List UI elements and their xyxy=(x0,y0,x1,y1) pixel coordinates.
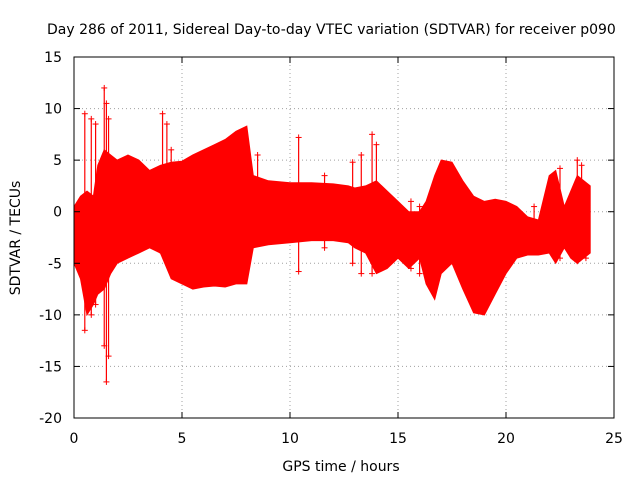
y-axis-ticks: -20 -15 -10 -5 0 5 10 15 xyxy=(39,50,614,427)
y-tick-label: -10 xyxy=(39,308,62,324)
plus-marker xyxy=(349,159,356,166)
plus-marker xyxy=(163,244,170,251)
plus-marker xyxy=(101,84,108,91)
x-tick-label: 15 xyxy=(389,431,407,447)
plus-marker xyxy=(295,134,302,141)
plus-marker xyxy=(163,121,170,128)
plus-marker xyxy=(81,327,88,334)
x-tick-label: 10 xyxy=(281,431,299,447)
plus-marker xyxy=(358,270,365,277)
plus-marker xyxy=(81,110,88,117)
y-tick-label: -5 xyxy=(48,256,62,272)
plus-marker xyxy=(168,260,175,267)
x-axis-ticks: 0 5 10 15 20 25 xyxy=(70,57,623,447)
y-axis-label: SDTVAR / TECUs xyxy=(8,181,24,296)
x-tick-label: 25 xyxy=(605,431,623,447)
x-tick-label: 20 xyxy=(497,431,515,447)
plus-marker xyxy=(578,249,585,256)
plus-marker xyxy=(295,268,302,275)
y-tick-label: 10 xyxy=(44,102,62,118)
plus-marker xyxy=(416,203,423,210)
plus-marker xyxy=(103,378,110,385)
plus-marker xyxy=(105,353,112,360)
plus-marker xyxy=(578,162,585,169)
x-tick-label: 0 xyxy=(70,431,79,447)
plus-marker xyxy=(254,151,261,158)
plus-marker xyxy=(531,239,538,246)
plus-marker xyxy=(407,265,414,272)
plus-marker xyxy=(349,260,356,267)
plus-marker xyxy=(369,270,376,277)
y-tick-label: -20 xyxy=(39,411,62,427)
plus-marker xyxy=(574,258,581,265)
plus-marker xyxy=(369,131,376,138)
plus-marker xyxy=(321,172,328,179)
plus-marker xyxy=(358,151,365,158)
x-axis-label: GPS time / hours xyxy=(282,459,399,475)
plus-marker xyxy=(321,244,328,251)
plot-area xyxy=(73,84,591,385)
chart-title: Day 286 of 2011, Sidereal Day-to-day VTE… xyxy=(47,22,616,38)
plus-marker xyxy=(88,311,95,318)
plus-marker xyxy=(557,165,563,172)
plus-marker xyxy=(88,115,95,122)
plus-marker xyxy=(105,115,112,122)
series-envelope xyxy=(73,125,591,317)
plus-marker xyxy=(557,255,563,262)
y-tick-label: -15 xyxy=(39,359,62,375)
plus-marker xyxy=(373,141,380,148)
plus-marker xyxy=(92,121,99,128)
plus-marker xyxy=(582,255,589,262)
x-tick-label: 5 xyxy=(178,431,187,447)
plus-marker xyxy=(103,100,110,107)
y-tick-label: 0 xyxy=(53,205,62,221)
plus-marker xyxy=(254,239,261,246)
plus-marker xyxy=(159,249,166,256)
y-tick-label: 15 xyxy=(44,50,62,66)
plus-marker xyxy=(168,146,175,153)
plus-marker xyxy=(159,110,166,117)
plus-marker xyxy=(574,157,581,164)
plus-marker xyxy=(416,270,423,277)
plus-marker xyxy=(582,182,589,189)
plus-marker xyxy=(92,301,99,308)
y-tick-label: 5 xyxy=(53,153,62,169)
plus-marker xyxy=(373,265,380,272)
plus-marker xyxy=(531,203,538,210)
plot-frame xyxy=(73,56,615,419)
plus-marker xyxy=(407,198,414,205)
